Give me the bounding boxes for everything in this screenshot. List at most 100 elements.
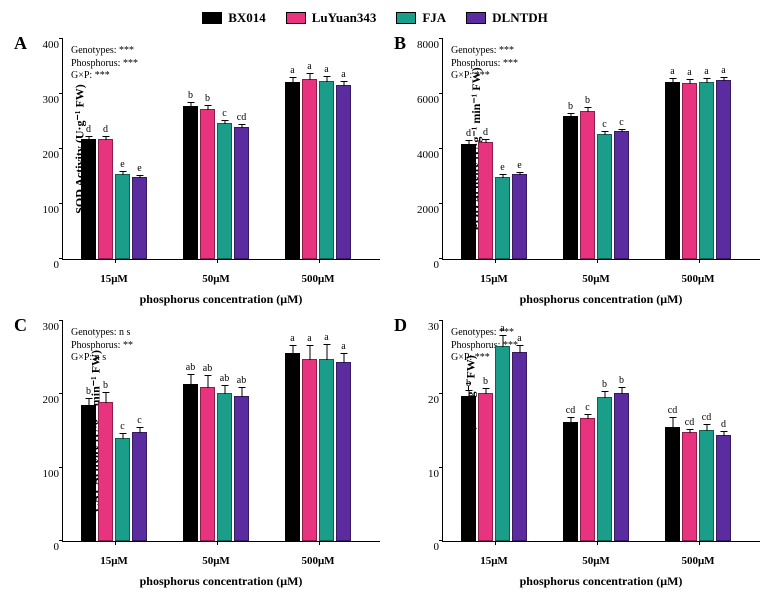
error-bar: [689, 79, 690, 84]
error-bar: [672, 78, 673, 83]
legend-swatch: [202, 12, 222, 24]
bar-group: aaaa500μM: [285, 79, 351, 259]
significance-label: a: [324, 64, 328, 75]
bar-group: ddee15μM: [461, 142, 527, 259]
y-tick-label: 200: [33, 394, 59, 406]
bar-group: bbcc15μM: [81, 402, 147, 541]
bar: a: [302, 359, 317, 541]
bar-group: bbccd50μM: [183, 106, 249, 259]
error-bar: [190, 102, 191, 107]
x-tick-mark: [115, 259, 116, 263]
error-bar: [604, 391, 605, 398]
error-bar: [139, 175, 140, 178]
bar: a: [285, 353, 300, 541]
significance-label: b: [483, 376, 488, 387]
bar: b: [478, 393, 493, 541]
error-bar: [502, 335, 503, 347]
y-tick-label: 100: [33, 468, 59, 480]
bar: b: [200, 109, 215, 259]
stats-text: Genotypes: ***Phosphorus: ***G×P: ***: [451, 45, 518, 83]
error-bar: [502, 174, 503, 177]
y-tick-label: 20: [413, 394, 439, 406]
significance-label: a: [721, 65, 725, 76]
y-tick-mark: [439, 148, 443, 149]
error-bar: [706, 78, 707, 82]
significance-label: ab: [220, 373, 229, 384]
bar: ab: [217, 393, 232, 541]
significance-label: a: [341, 341, 345, 352]
x-axis-title: phosphorus concentration (μM): [442, 574, 760, 589]
bar: d: [461, 144, 476, 260]
error-bar: [706, 424, 707, 431]
bar: d: [81, 139, 96, 259]
legend: BX014LuYuan343FJADLNTDH: [10, 10, 760, 28]
significance-label: ab: [203, 363, 212, 374]
stats-text: Genotypes: ***Phosphorus: ***G×P: ***: [71, 45, 138, 83]
error-bar: [309, 345, 310, 360]
bar: cd: [563, 422, 578, 541]
error-bar: [570, 113, 571, 117]
significance-label: c: [137, 415, 141, 426]
y-tick-label: 400: [33, 39, 59, 51]
bar: a: [665, 82, 680, 259]
bar: ab: [200, 387, 215, 541]
significance-label: a: [290, 333, 294, 344]
error-bar: [241, 387, 242, 397]
bar: c: [132, 432, 147, 541]
bar: d: [478, 142, 493, 259]
y-tick-mark: [439, 93, 443, 94]
error-bar: [485, 139, 486, 143]
y-tick-mark: [439, 540, 443, 541]
x-tick-mark: [699, 541, 700, 545]
x-tick-mark: [495, 259, 496, 263]
bar: c: [217, 123, 232, 259]
bar: a: [699, 82, 714, 259]
bar: c: [580, 418, 595, 541]
stats-text: Genotypes: n sPhosphorus: **G×P: n s: [71, 327, 133, 365]
y-tick-mark: [59, 93, 63, 94]
y-tick-mark: [59, 258, 63, 259]
chart-area: CAT Activity (U·g⁻¹ min⁻¹ FW)0100200300G…: [62, 321, 380, 542]
significance-label: b: [619, 375, 624, 386]
panel-D: DMDA Content (nmol·g⁻¹ FW)0102030Genotyp…: [390, 315, 760, 589]
significance-label: a: [670, 66, 674, 77]
error-bar: [621, 387, 622, 394]
error-bar: [326, 76, 327, 82]
bar: e: [115, 174, 130, 259]
y-tick-label: 30: [413, 321, 439, 333]
error-bar: [88, 136, 89, 140]
bar: e: [495, 177, 510, 260]
significance-label: cd: [685, 417, 694, 428]
significance-label: e: [137, 163, 141, 174]
bar: ab: [183, 384, 198, 541]
y-tick-label: 0: [33, 541, 59, 553]
significance-label: a: [324, 332, 328, 343]
legend-label: DLNTDH: [492, 10, 548, 26]
legend-swatch: [396, 12, 416, 24]
error-bar: [587, 107, 588, 111]
bar: a: [336, 362, 351, 541]
panel-A: ASOD Activity (U·g⁻¹ FW)0100200300400Gen…: [10, 33, 380, 307]
legend-swatch: [286, 12, 306, 24]
y-tick-mark: [59, 38, 63, 39]
bar: d: [98, 139, 113, 259]
error-bar: [485, 388, 486, 394]
error-bar: [105, 136, 106, 140]
bar: a: [319, 359, 334, 541]
bar-group: ddee15μM: [81, 139, 147, 259]
panel-C: CCAT Activity (U·g⁻¹ min⁻¹ FW)0100200300…: [10, 315, 380, 589]
significance-label: cd: [702, 412, 711, 423]
bar: d: [716, 435, 731, 541]
error-bar: [570, 417, 571, 423]
bar: b: [614, 393, 629, 541]
bar: a: [512, 352, 527, 541]
error-bar: [190, 374, 191, 385]
significance-label: e: [517, 160, 521, 171]
bar: b: [563, 116, 578, 259]
significance-label: c: [602, 119, 606, 130]
legend-item: BX014: [202, 10, 266, 26]
y-tick-label: 8000: [413, 39, 439, 51]
x-axis-title: phosphorus concentration (μM): [62, 292, 380, 307]
y-tick-mark: [59, 467, 63, 468]
bar: b: [98, 402, 113, 541]
